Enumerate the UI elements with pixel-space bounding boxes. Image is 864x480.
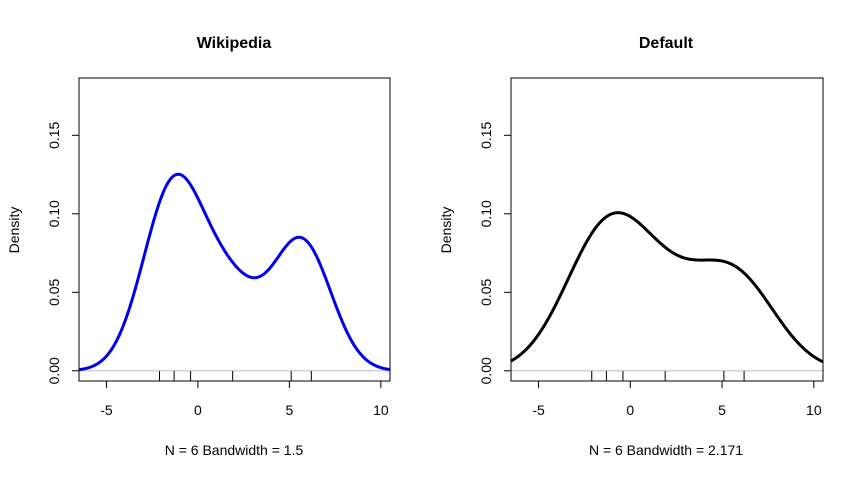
- default-panel: Default N = 6 Bandwidth = 2.171 Density …: [438, 35, 824, 458]
- y-axis-label: Density: [438, 207, 454, 254]
- wikipedia-panel: Wikipedia N = 6 Bandwidth = 1.5 Density …: [6, 35, 391, 458]
- y-tick-label: 0.15: [478, 121, 494, 148]
- x-tick-label: 10: [806, 402, 822, 418]
- x-tick-label: 5: [718, 402, 726, 418]
- x-tick-label: -5: [100, 402, 113, 418]
- y-tick-label: 0.15: [46, 121, 62, 148]
- y-tick-label: 0.00: [478, 357, 494, 384]
- density-curve: [78, 172, 391, 372]
- x-tick-label: 10: [373, 402, 389, 418]
- y-tick-label: 0.10: [478, 200, 494, 227]
- x-tick-label: 0: [194, 402, 202, 418]
- y-tick-label: 0.05: [478, 278, 494, 305]
- x-tick-label: 5: [285, 402, 293, 418]
- y-tick-label: 0.05: [46, 278, 62, 305]
- x-axis-label: N = 6 Bandwidth = 1.5: [165, 442, 304, 458]
- density-curve: [510, 211, 824, 364]
- y-tick-label: 0.10: [46, 200, 62, 227]
- plot-frame: [510, 77, 824, 382]
- chart-title: Wikipedia: [197, 35, 272, 52]
- x-tick-label: 0: [626, 402, 634, 418]
- y-tick-label: 0.00: [46, 357, 62, 384]
- x-tick-label: -5: [532, 402, 545, 418]
- chart-title: Default: [639, 35, 694, 52]
- y-axis-label: Density: [6, 207, 22, 254]
- plot-frame: [78, 77, 391, 382]
- x-axis-label: N = 6 Bandwidth = 2.171: [589, 442, 743, 458]
